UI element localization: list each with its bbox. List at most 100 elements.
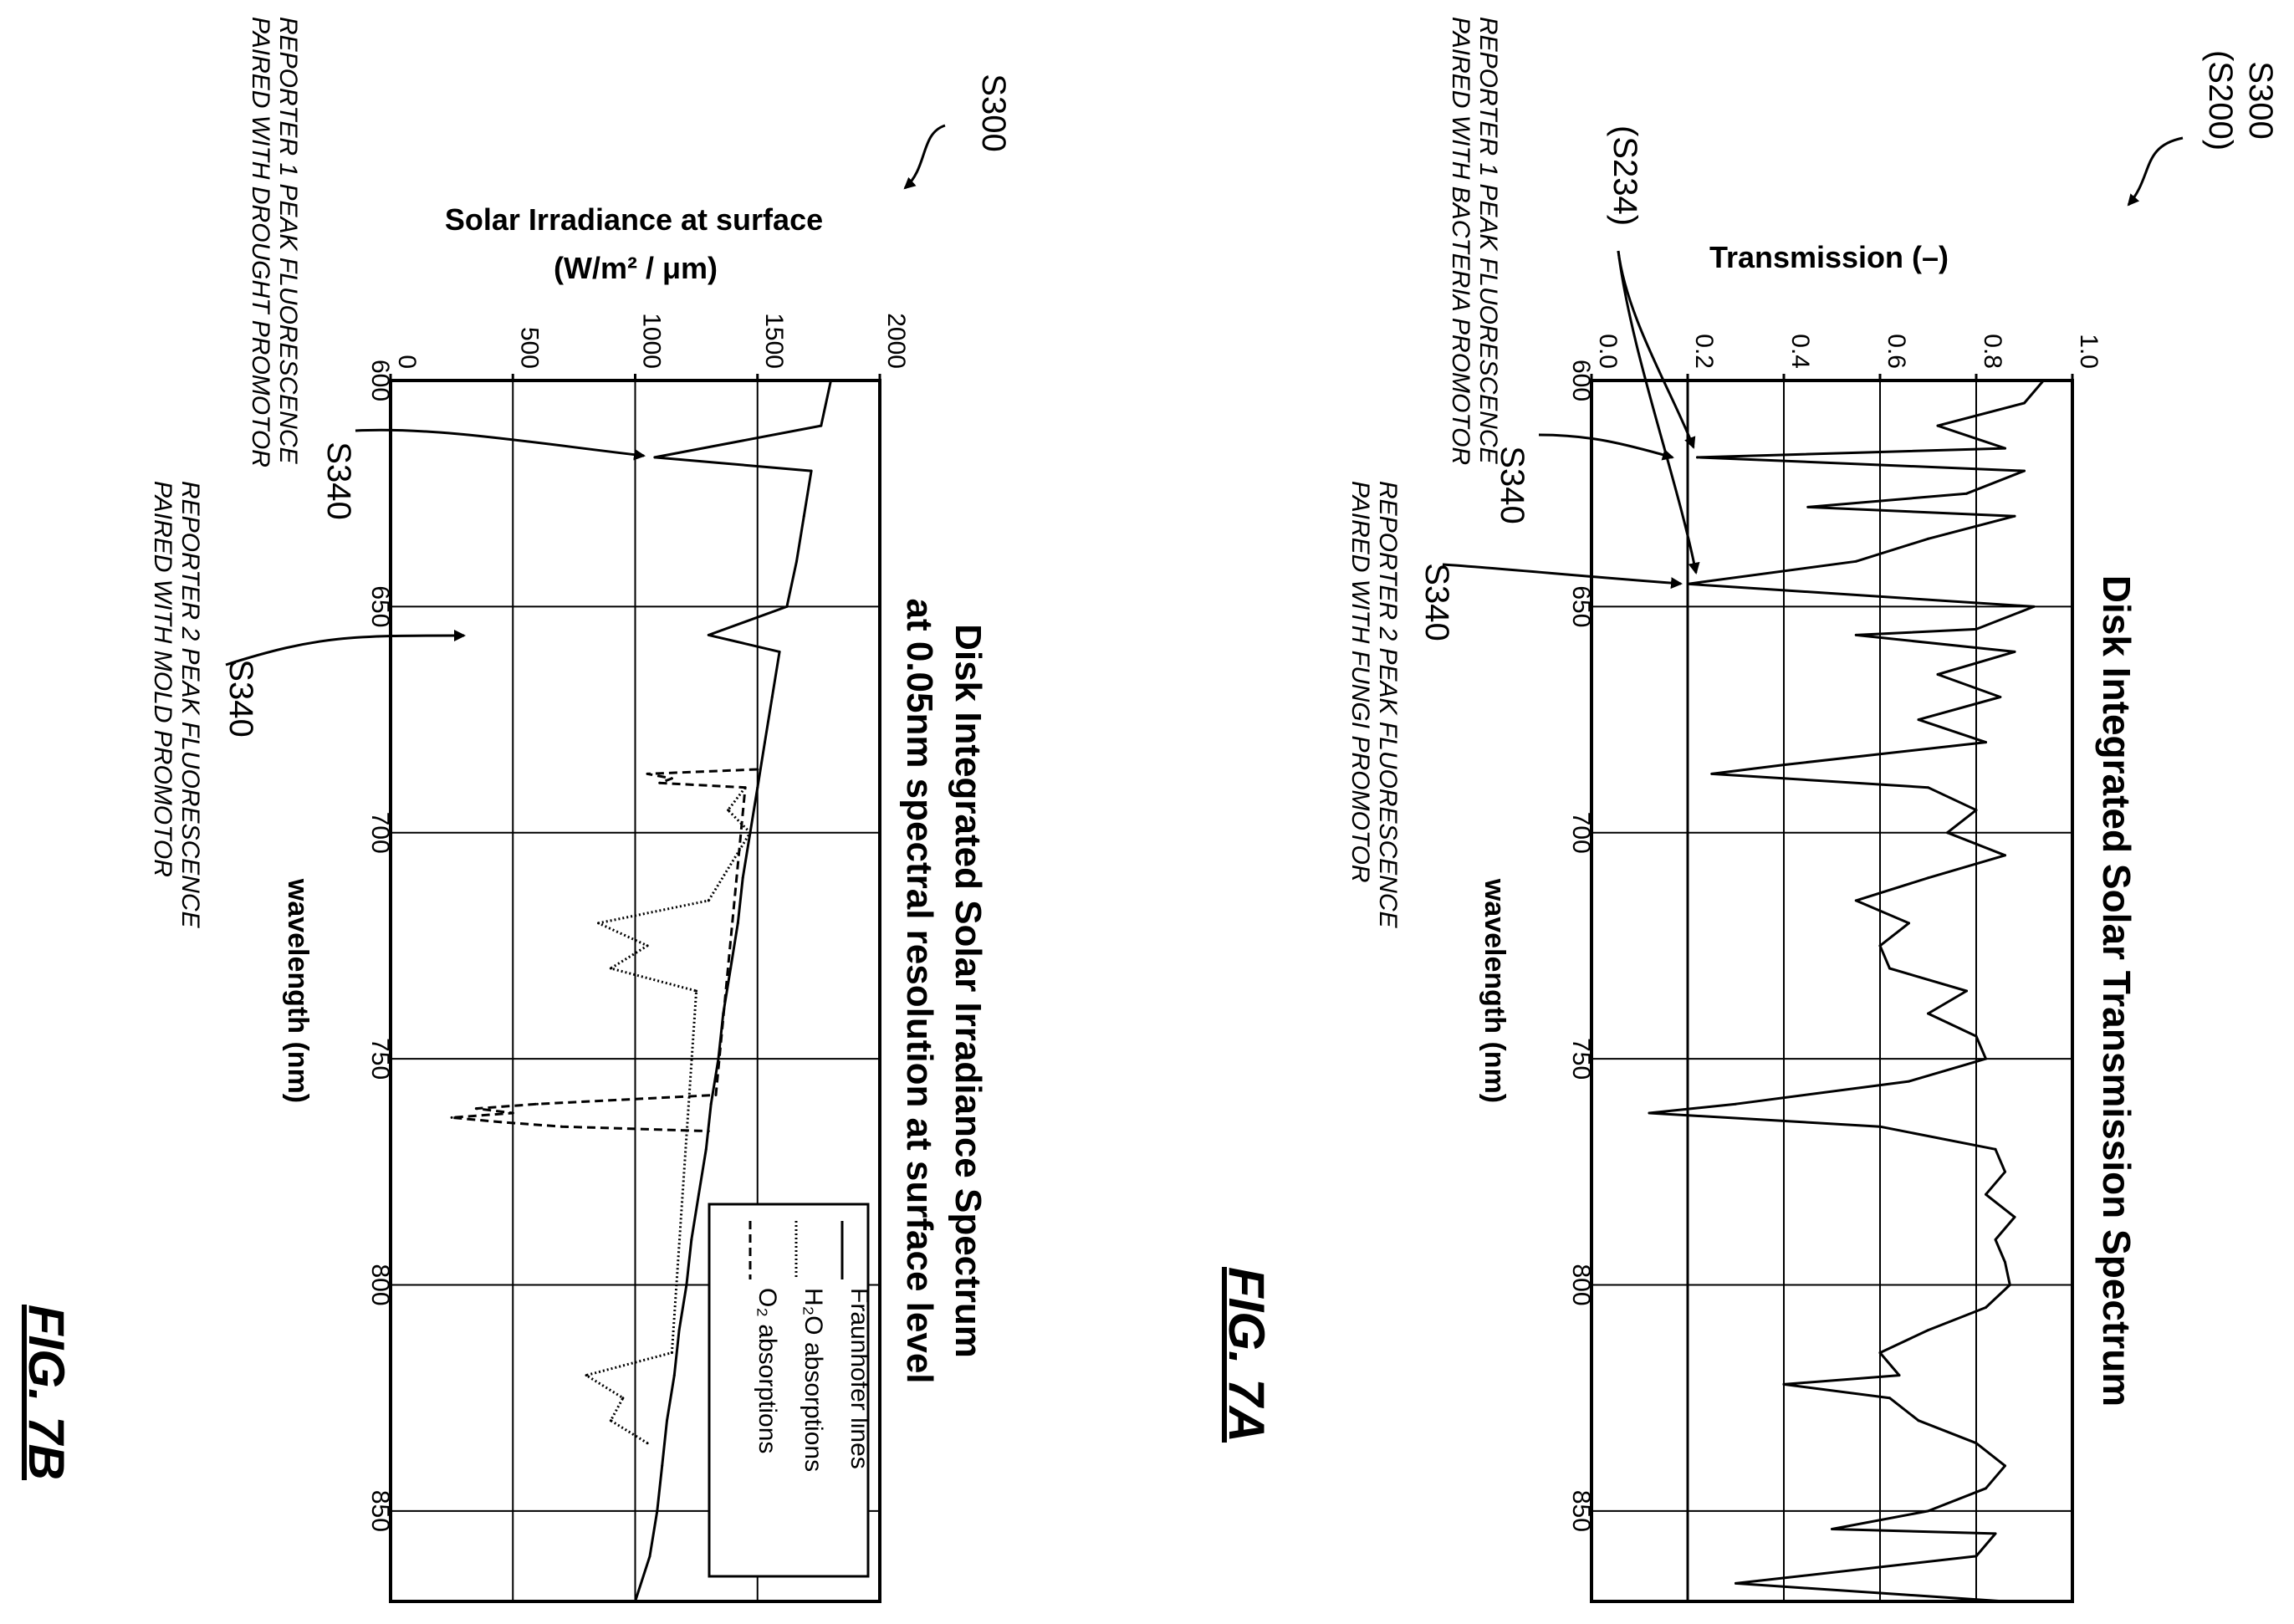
irradiance-data-point — [714, 1093, 718, 1096]
transmission-data-point — [1985, 741, 1987, 744]
transmission-data-point — [1985, 1057, 1987, 1060]
irradiance-chart-title-line2: at 0.05nm spectral resolution at surface… — [899, 598, 940, 1383]
legend-box — [708, 1203, 870, 1578]
legend-label-fraunhofer: Fraunhofer lines — [846, 1288, 873, 1469]
ref-s300-7b: S300 — [975, 74, 1012, 151]
transmission-data-point — [1878, 944, 1882, 947]
transmission-data-point — [1917, 718, 1920, 722]
transmission-data-point — [1854, 559, 1857, 563]
transmission-data-point — [1648, 1111, 1651, 1115]
transmission-data-point — [1975, 627, 1978, 631]
transmission-data-point — [1975, 1555, 1978, 1558]
transmission-data-point — [1806, 505, 1810, 508]
irradiance-data-point — [597, 922, 600, 925]
transmission-y-tick-label: 0.6 — [1883, 334, 1910, 369]
transmission-y-axis-label: Transmission (–) — [1709, 240, 1949, 274]
irradiance-data-point — [474, 1107, 478, 1111]
transmission-trace — [1648, 379, 2045, 1603]
transmission-data-point — [2004, 854, 2006, 857]
transmission-data-point — [1936, 424, 1939, 427]
irradiance-data-point — [697, 1192, 700, 1196]
irradiance-data-point — [748, 831, 752, 835]
transmission-data-point — [1927, 786, 1929, 789]
s340-7b-2-leader — [225, 630, 466, 666]
annotation-7b-2-line1: REPORTER 2 PEAK FLUORESCENCE — [176, 481, 204, 929]
transmission-data-point — [1782, 763, 1786, 767]
transmission-x-tick-label: 700 — [1567, 812, 1595, 854]
irradiance-data-point — [795, 559, 798, 563]
s300-leader-7a — [2127, 136, 2184, 207]
irradiance-data-point — [677, 1329, 681, 1332]
irradiance-data-point — [756, 768, 759, 771]
irradiance-y-tick-label: 0 — [393, 355, 421, 369]
irradiance-data-point — [820, 424, 823, 427]
irradiance-data-point — [778, 650, 781, 653]
transmission-data-point — [1999, 696, 2002, 698]
figure-7b-label-group: FIG. 7B — [18, 1305, 74, 1480]
transmission-data-point — [1975, 809, 1978, 812]
s340-7a-2-leader — [1442, 563, 1683, 590]
legend-label-h2o: H₂O absorptions — [800, 1288, 827, 1472]
transmission-x-tick-label: 650 — [1567, 585, 1595, 627]
irradiance-data-point — [536, 1102, 539, 1106]
transmission-data-point — [1782, 1382, 1786, 1386]
irradiance-series-line-0 — [634, 380, 832, 1602]
irradiance-y-ticks: 0 500 1000 1500 2000 — [389, 313, 910, 380]
transmission-data-point — [1831, 1528, 1833, 1530]
irradiance-data-point — [670, 1351, 673, 1355]
irradiance-data-point — [810, 469, 813, 472]
transmission-series-line-0 — [1648, 380, 2045, 1603]
transmission-data-point — [2032, 605, 2036, 608]
irradiance-y-tick-label: 2000 — [882, 313, 910, 369]
transmission-data-point — [2023, 469, 2026, 472]
transmission-data-point — [1936, 673, 1939, 676]
annotation-7b-1-line1: REPORTER 1 PEAK FLUORESCENCE — [274, 17, 302, 465]
ref-s340-7b-2: S340 — [222, 659, 259, 737]
transmission-data-point — [1927, 1012, 1929, 1015]
irradiance-chart-title-line1: Disk Integrated Solar Irradiance Spectru… — [948, 624, 989, 1358]
transmission-data-point — [1994, 1532, 1997, 1535]
transmission-data-point — [1994, 1238, 1997, 1241]
transmission-x-tick-label: 750 — [1567, 1038, 1595, 1080]
annotation-7b-1-line2: PAIRED WITH DROUGHT PROMOTOR — [247, 17, 274, 467]
transmission-data-point — [1696, 456, 1699, 459]
transmission-data-point — [2013, 1215, 2016, 1218]
transmission-data-point — [1975, 1442, 1978, 1445]
transmission-y-tick-label: 0.8 — [1979, 334, 2006, 369]
irradiance-x-tick-label: 700 — [366, 812, 394, 854]
transmission-data-point — [1854, 899, 1857, 902]
irradiance-data-point — [634, 1600, 636, 1603]
irradiance-y-tick-label: 1000 — [638, 313, 666, 369]
irradiance-x-tick-label: 850 — [366, 1490, 394, 1532]
irradiance-data-point — [621, 1397, 625, 1400]
legend-label-o2: O₂ absorptions — [754, 1288, 781, 1453]
transmission-data-point — [1965, 989, 1968, 993]
irradiance-data-point — [672, 1374, 676, 1377]
irradiance-data-point — [609, 1419, 612, 1422]
annotation-7a-1-line2: PAIRED WITH BACTERIA PROMOTOR — [1447, 17, 1474, 465]
figure-7a-label-group: FIG. 7A — [1219, 1267, 1275, 1443]
irradiance-data-point — [707, 1130, 710, 1133]
irradiance-x-tick-label: 800 — [366, 1264, 394, 1305]
transmission-data-point — [1946, 831, 1949, 835]
figure-7b-label: FIG. 7B — [18, 1305, 74, 1480]
irradiance-data-point — [658, 781, 662, 784]
irradiance-data-point — [511, 1111, 514, 1115]
irradiance-data-point — [802, 514, 805, 518]
irradiance-data-point — [666, 1419, 668, 1422]
irradiance-data-point — [717, 1057, 720, 1060]
s340-7b-1-leader — [355, 428, 646, 461]
irradiance-y-tick-label: 1500 — [760, 313, 788, 369]
transmission-data-point — [1878, 1125, 1882, 1128]
irradiance-data-point — [707, 633, 710, 636]
irradiance-data-point — [785, 605, 789, 608]
transmission-data-point — [1985, 1306, 1987, 1309]
ref-s340-7a-2: S340 — [1418, 563, 1455, 641]
transmission-data-point — [2004, 1464, 2006, 1468]
transmission-y-ticks: 0.0 0.2 0.4 0.6 0.8 1.0 — [1590, 334, 2102, 380]
irradiance-data-point — [707, 899, 710, 902]
transmission-data-point — [2004, 1260, 2006, 1264]
ref-s340-7b-1: S340 — [320, 442, 357, 519]
irradiance-data-point — [648, 1555, 651, 1558]
